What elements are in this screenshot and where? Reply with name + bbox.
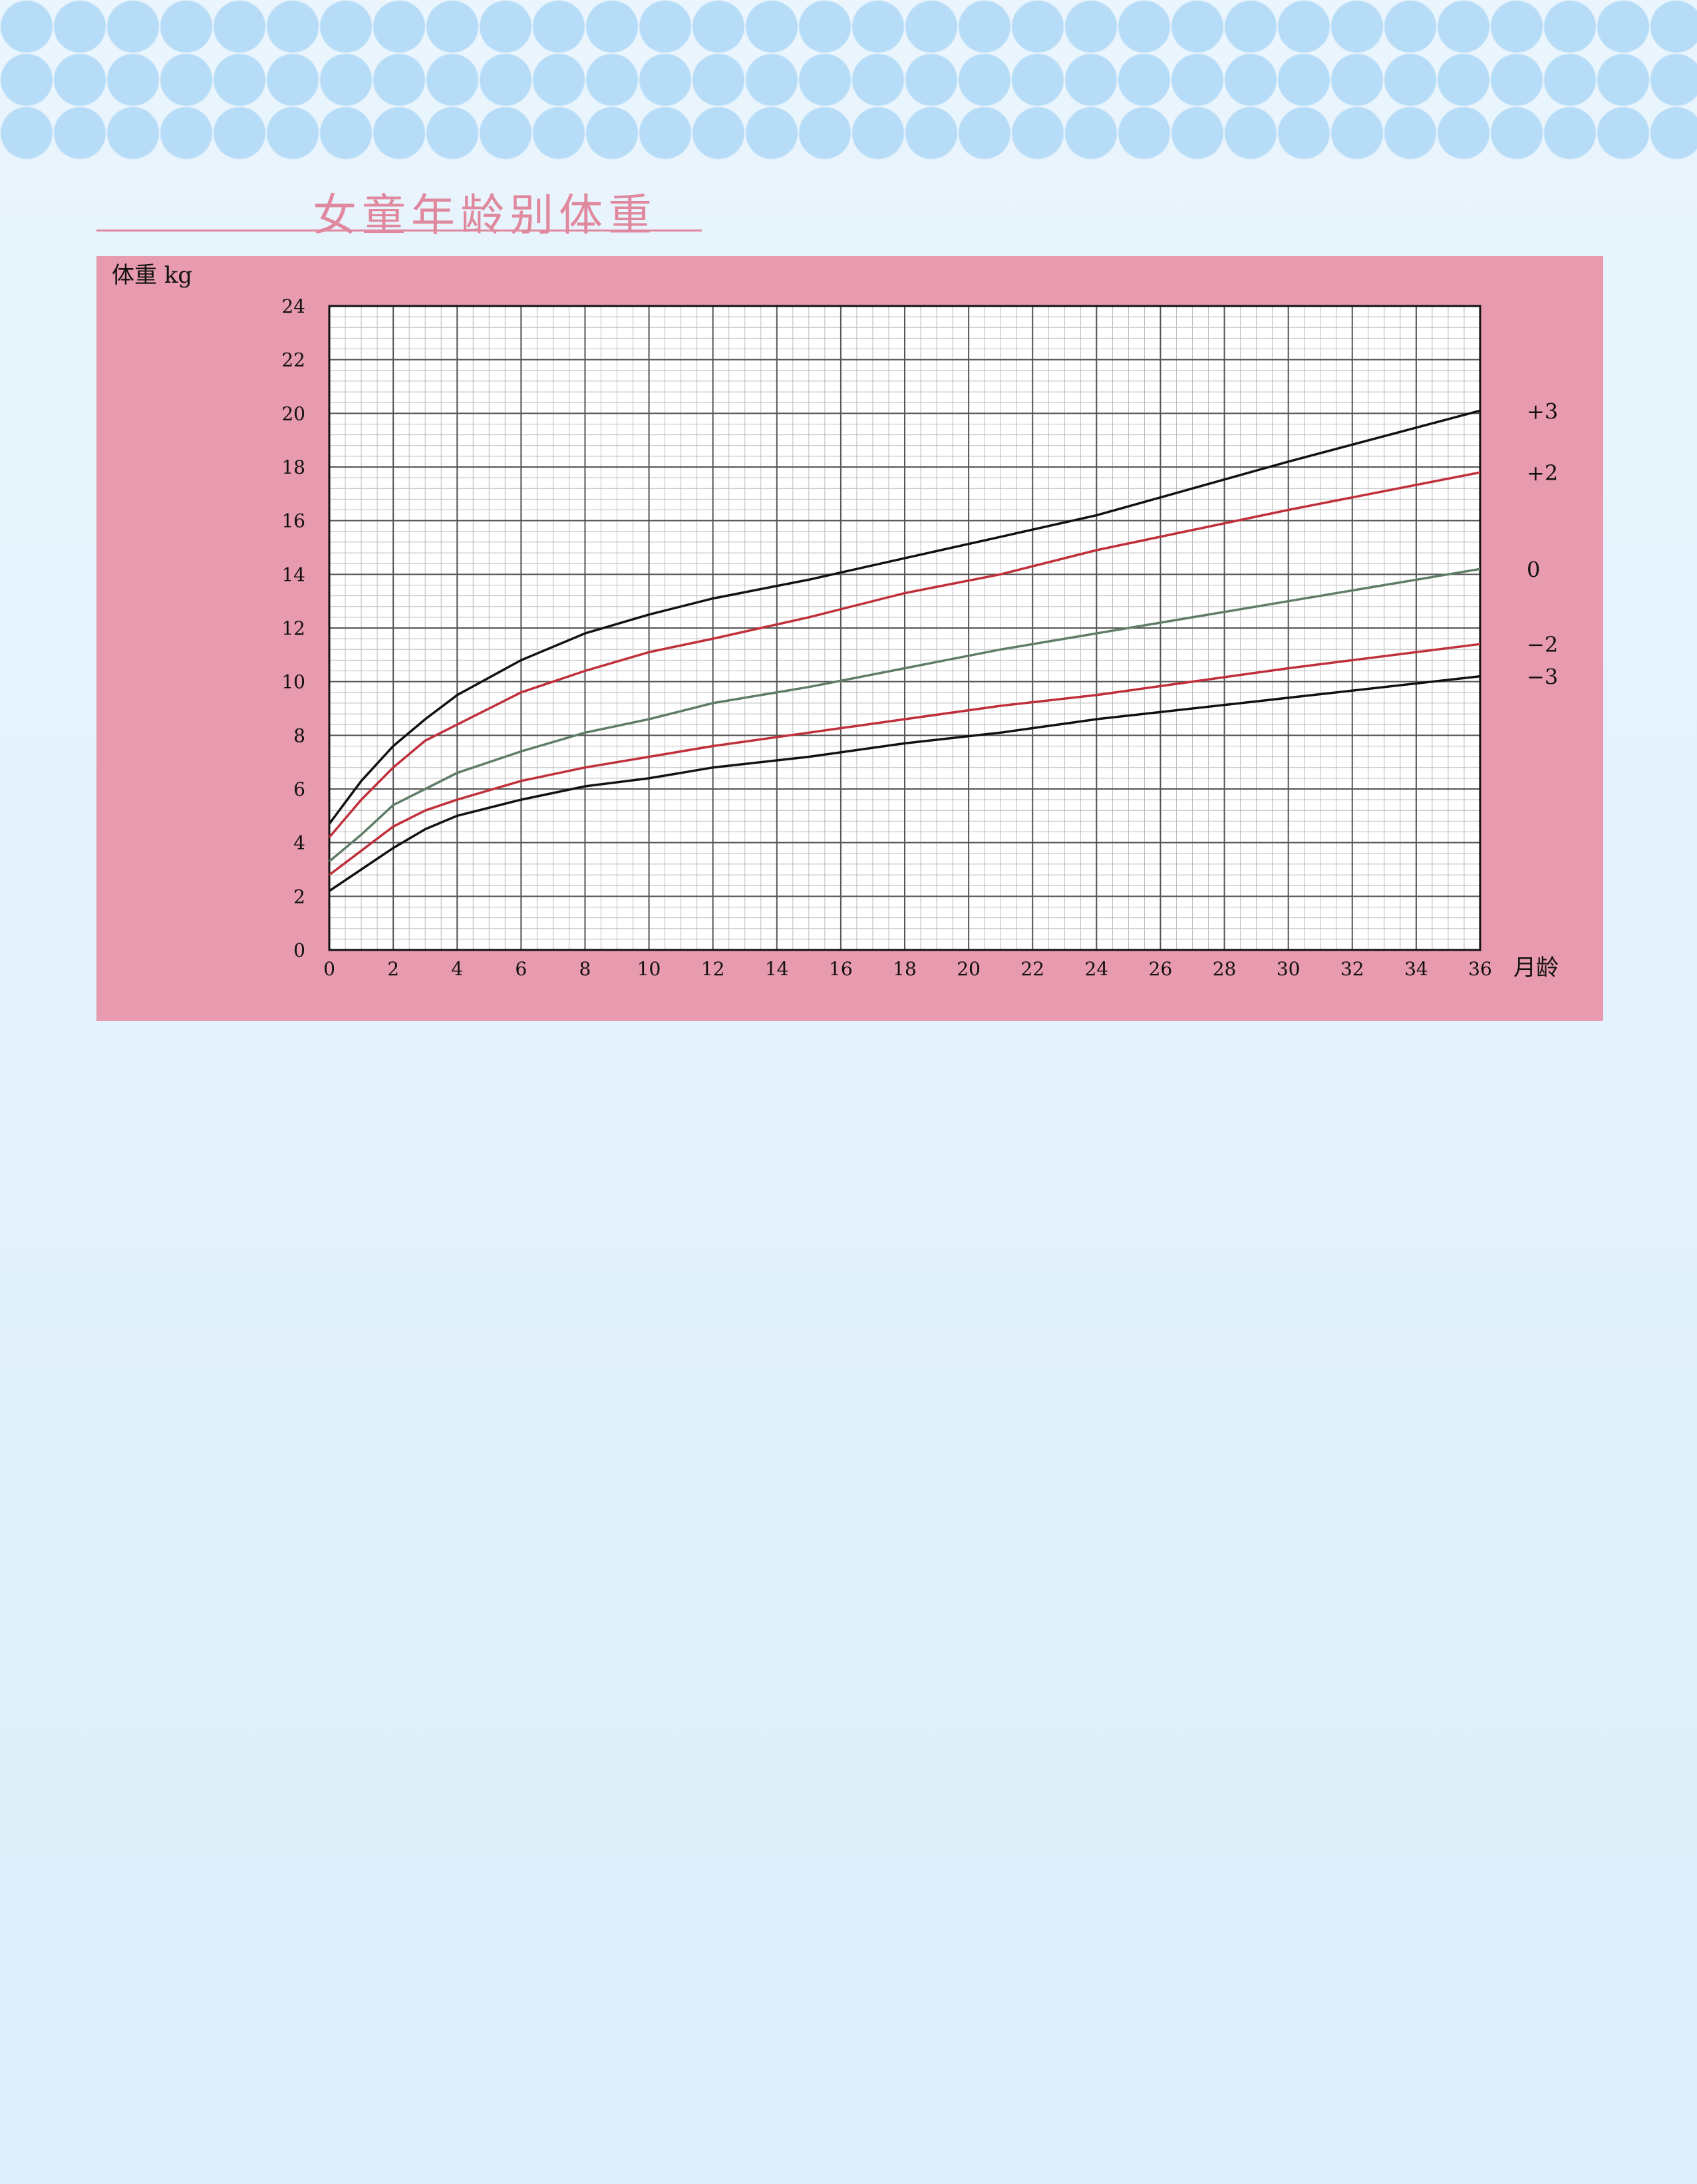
y-tick-label: 16 <box>281 510 305 532</box>
y-tick-label: 22 <box>281 349 305 371</box>
series-label: −3 <box>1527 665 1558 690</box>
y-tick-label: 24 <box>281 295 305 317</box>
x-tick-label: 8 <box>579 958 591 980</box>
series-label: −2 <box>1527 632 1558 657</box>
y-tick-label: 20 <box>281 402 305 424</box>
y-tick-label: 6 <box>293 778 305 800</box>
y-tick-label: 12 <box>281 617 305 639</box>
series-line <box>328 471 1481 838</box>
y-tick-label: 4 <box>293 832 305 854</box>
plot-frame <box>328 305 1481 951</box>
x-tick-label: 30 <box>1277 958 1301 980</box>
x-tick-label: 10 <box>637 958 661 980</box>
x-tick-label: 0 <box>323 958 335 980</box>
x-tick-label: 22 <box>1020 958 1044 980</box>
x-tick-label: 28 <box>1213 958 1237 980</box>
x-tick-label: 12 <box>701 958 725 980</box>
series-line <box>328 409 1481 825</box>
x-tick-label: 32 <box>1340 958 1364 980</box>
y-tick-label: 14 <box>281 563 305 585</box>
x-tick-label: 20 <box>957 958 981 980</box>
series-line <box>328 643 1481 876</box>
chart-title: 女童年龄别体重 <box>313 190 657 241</box>
y-tick-label: 2 <box>293 885 305 907</box>
x-tick-label: 34 <box>1404 958 1428 980</box>
x-tick-label: 16 <box>829 958 853 980</box>
bubble-border <box>0 0 1697 160</box>
series-label: +2 <box>1527 460 1558 486</box>
series-label: +3 <box>1527 398 1558 424</box>
x-axis-label: 月龄 <box>1513 955 1559 981</box>
y-axis-label: 体重 kg <box>112 262 192 289</box>
series-line <box>328 567 1481 863</box>
title-rule <box>96 230 702 232</box>
x-tick-label: 18 <box>893 958 917 980</box>
y-tick-label: 18 <box>281 456 305 478</box>
x-tick-label: 14 <box>765 958 789 980</box>
series-label: 0 <box>1527 557 1540 582</box>
x-tick-label: 24 <box>1085 958 1109 980</box>
y-tick-label: 0 <box>293 939 305 961</box>
x-tick-label: 6 <box>515 958 527 980</box>
x-tick-label: 26 <box>1149 958 1173 980</box>
x-tick-label: 36 <box>1468 958 1492 980</box>
y-tick-label: 8 <box>293 724 305 746</box>
series-line <box>329 675 1481 892</box>
x-tick-label: 2 <box>387 958 399 980</box>
x-tick-label: 4 <box>451 958 463 980</box>
y-tick-label: 10 <box>281 671 305 693</box>
